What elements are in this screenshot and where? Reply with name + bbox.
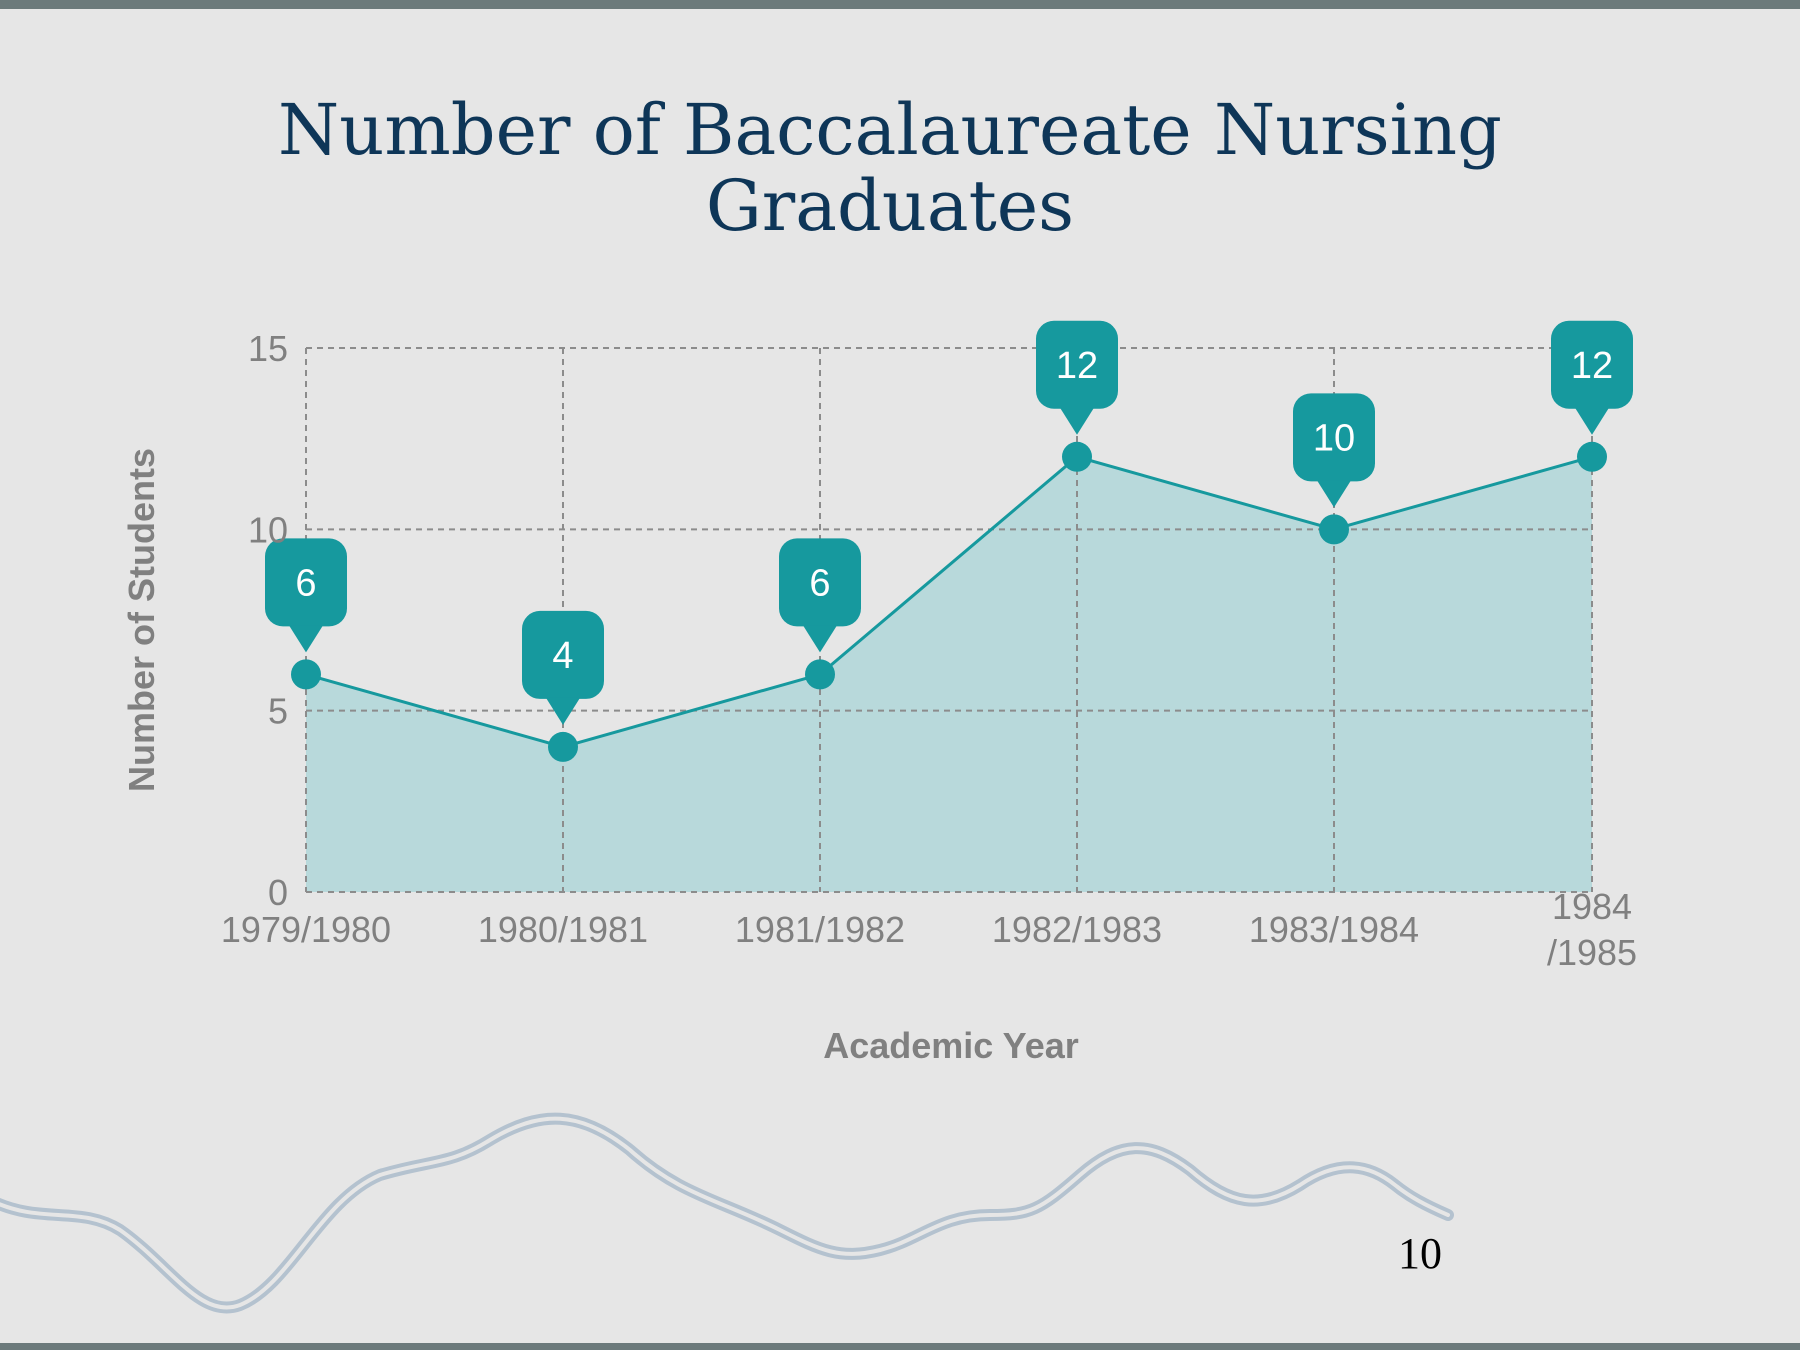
y-tick-labels: 0 5 10 15 — [248, 328, 288, 913]
callout-pointer — [803, 625, 837, 653]
x-tick-labels: 1979/1980 1980/1981 1981/1982 1982/1983 1983… — [221, 886, 1637, 973]
data-label-callout: 12 — [1036, 320, 1118, 435]
top-border-bar — [0, 0, 1800, 9]
data-label-callout: 10 — [1293, 393, 1375, 508]
x-axis-title: Academic Year — [823, 1025, 1079, 1066]
callout-box — [779, 538, 861, 627]
series-area — [306, 456, 1592, 892]
data-label: 12 — [1056, 345, 1098, 387]
slide-title: Number of Baccalaureate Nursing Graduate… — [278, 89, 1502, 247]
x-tick-label: 1979/1980 — [221, 909, 391, 950]
y-tick-label: 5 — [268, 691, 288, 732]
data-label: 10 — [1313, 417, 1355, 459]
callout-pointer — [1575, 407, 1609, 435]
data-labels: 6 4 6 12 10 12 — [265, 320, 1633, 725]
data-point — [805, 659, 835, 690]
y-tick-label: 15 — [248, 328, 288, 369]
callout-box — [522, 610, 604, 699]
callout-pointer — [546, 697, 580, 725]
y-axis-title: Number of Students — [121, 448, 162, 792]
data-label-callout: 4 — [522, 610, 604, 725]
x-tick-label: 1981/1982 — [735, 909, 905, 950]
bottom-border-bar — [0, 1343, 1800, 1350]
callout-box — [1551, 320, 1633, 409]
callout-pointer — [1060, 407, 1094, 435]
callout-box — [1293, 393, 1375, 482]
y-tick-label: 0 — [268, 872, 288, 913]
callout-pointer — [1317, 480, 1351, 508]
data-label-callout: 6 — [779, 538, 861, 653]
callout-pointer — [289, 625, 323, 653]
x-tick-label: 1983/1984 — [1249, 909, 1419, 950]
data-label: 4 — [552, 635, 573, 677]
data-point — [1062, 441, 1092, 472]
page-number: 10 — [1398, 1229, 1442, 1278]
data-point — [1577, 441, 1607, 472]
data-points — [291, 441, 1607, 762]
wave-line-inner — [0, 1116, 1450, 1310]
decorative-wave-lines — [0, 1112, 1454, 1314]
series-line-layer — [305, 455, 1593, 749]
data-label-callout: 12 — [1551, 320, 1633, 435]
data-point — [1319, 514, 1349, 545]
callout-box — [265, 538, 347, 627]
data-label: 6 — [295, 562, 316, 604]
series-line — [305, 455, 1593, 749]
area-layer — [306, 456, 1592, 892]
data-label: 6 — [809, 562, 830, 604]
y-tick-label: 10 — [248, 509, 288, 550]
wave-line-outer — [0, 1112, 1454, 1314]
x-tick-label: 1982/1983 — [992, 909, 1162, 950]
callout-box — [1036, 320, 1118, 409]
x-tick-label: 1980/1981 — [478, 909, 648, 950]
data-label: 12 — [1571, 345, 1613, 387]
x-tick-label: 1984/1985 — [1547, 886, 1637, 973]
data-point — [291, 659, 321, 690]
data-point — [548, 731, 578, 762]
data-label-callout: 6 — [265, 538, 347, 653]
